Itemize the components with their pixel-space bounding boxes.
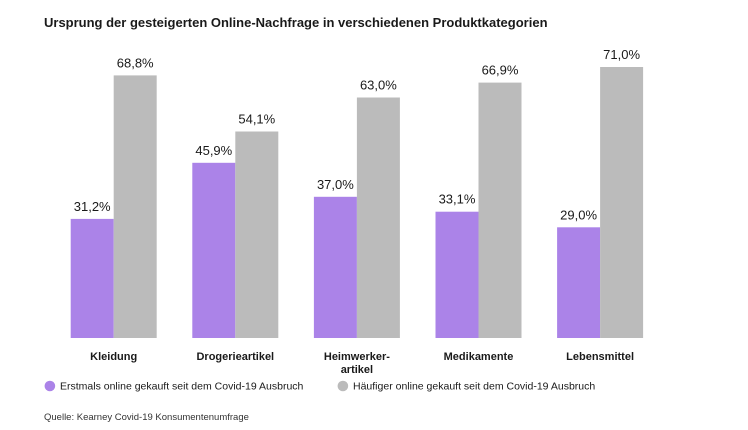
svg-text:33,1%: 33,1% (439, 192, 476, 207)
svg-text:Ursprung der gesteigerten Onli: Ursprung der gesteigerten Online-Nachfra… (44, 15, 548, 30)
svg-text:71,0%: 71,0% (603, 47, 640, 62)
svg-text:Drogerieartikel: Drogerieartikel (196, 351, 274, 363)
svg-text:66,9%: 66,9% (482, 63, 519, 78)
svg-text:37,0%: 37,0% (317, 177, 354, 192)
svg-text:45,9%: 45,9% (195, 143, 232, 158)
svg-text:54,1%: 54,1% (238, 112, 275, 127)
svg-text:Kleidung: Kleidung (90, 351, 137, 363)
svg-text:29,0%: 29,0% (560, 207, 597, 222)
svg-text:Erstmals online gekauft seit d: Erstmals online gekauft seit dem Covid-1… (60, 381, 304, 393)
svg-text:Heimwerker-: Heimwerker- (324, 351, 390, 363)
svg-text:artikel: artikel (341, 364, 373, 376)
svg-text:Lebensmittel: Lebensmittel (566, 351, 634, 363)
svg-text:Medikamente: Medikamente (444, 351, 514, 363)
svg-text:31,2%: 31,2% (74, 199, 111, 214)
svg-text:68,8%: 68,8% (117, 55, 154, 70)
svg-text:Quelle: Kearney Covid-19 Konsu: Quelle: Kearney Covid-19 Konsumentenumfr… (44, 412, 249, 423)
svg-text:63,0%: 63,0% (360, 78, 397, 93)
svg-text:Häufiger online gekauft seit d: Häufiger online gekauft seit dem Covid-1… (353, 381, 595, 393)
